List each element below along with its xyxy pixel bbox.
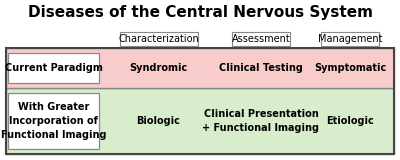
Bar bbox=[120, 32, 198, 46]
Bar bbox=[8, 93, 99, 149]
Text: Current Paradigm: Current Paradigm bbox=[4, 63, 102, 73]
Text: Etiologic: Etiologic bbox=[326, 116, 374, 126]
Text: With Greater
Incorporation of
Functional Imaging: With Greater Incorporation of Functional… bbox=[1, 102, 106, 140]
Bar bbox=[6, 88, 394, 154]
Text: Assessment: Assessment bbox=[232, 34, 290, 44]
Text: Management: Management bbox=[318, 34, 382, 44]
Bar bbox=[321, 32, 379, 46]
Text: Clinical Testing: Clinical Testing bbox=[219, 63, 303, 73]
Text: Clinical Presentation
+ Functional Imaging: Clinical Presentation + Functional Imagi… bbox=[202, 109, 320, 133]
Bar bbox=[232, 32, 290, 46]
Text: Diseases of the Central Nervous System: Diseases of the Central Nervous System bbox=[28, 5, 372, 20]
Text: Biologic: Biologic bbox=[136, 116, 180, 126]
Bar bbox=[8, 53, 99, 83]
Text: Symptomatic: Symptomatic bbox=[314, 63, 386, 73]
Bar bbox=[6, 48, 394, 154]
Text: Characterization: Characterization bbox=[118, 34, 199, 44]
Text: Syndromic: Syndromic bbox=[129, 63, 188, 73]
Bar bbox=[6, 48, 394, 88]
